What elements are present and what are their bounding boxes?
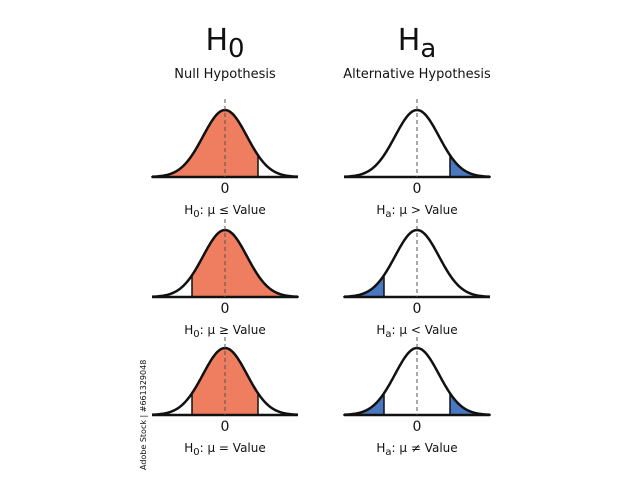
text: : μ ≤ Value	[200, 203, 266, 217]
formula: H0: μ = Value	[184, 441, 266, 458]
axis-label: 0	[221, 419, 230, 435]
symbol: H	[205, 23, 228, 58]
axis-label: 0	[221, 301, 230, 317]
subscript: 0	[193, 209, 199, 220]
symbol: H	[398, 23, 421, 58]
formula: Ha: μ ≠ Value	[376, 441, 457, 458]
text: : μ < Value	[392, 323, 458, 337]
hypothesis-label: Null Hypothesis	[174, 67, 276, 82]
hypothesis-symbol: H0	[205, 23, 244, 64]
formula: H0: μ ≤ Value	[184, 203, 266, 220]
subscript: 0	[193, 447, 199, 458]
symbol: H	[376, 203, 385, 217]
text: : μ ≥ Value	[200, 323, 266, 337]
axis-label: 0	[413, 301, 422, 317]
symbol: H	[184, 441, 193, 455]
rejection-region	[191, 229, 299, 298]
hypothesis-label: Alternative Hypothesis	[343, 67, 491, 82]
axis-label: 0	[413, 419, 422, 435]
axis-label: 0	[221, 181, 230, 197]
text: : μ > Value	[392, 203, 458, 217]
formula: Ha: μ < Value	[376, 323, 457, 340]
rejection-region	[151, 109, 259, 178]
subscript: a	[385, 447, 391, 458]
text: : μ ≠ Value	[392, 441, 458, 455]
symbol: H	[376, 323, 385, 337]
subscript: a	[420, 34, 436, 64]
text: : μ = Value	[200, 441, 266, 455]
axis-label: 0	[413, 181, 422, 197]
formula: H0: μ ≥ Value	[184, 323, 266, 340]
formula: Ha: μ > Value	[376, 203, 457, 220]
subscript: 0	[193, 329, 199, 340]
symbol: H	[376, 441, 385, 455]
symbol: H	[184, 323, 193, 337]
subscript: a	[385, 329, 391, 340]
watermark: Adobe Stock | #661329048	[139, 360, 148, 470]
symbol: H	[184, 203, 193, 217]
subscript: 0	[228, 34, 245, 64]
hypothesis-symbol: Ha	[398, 23, 437, 64]
subscript: a	[385, 209, 391, 220]
